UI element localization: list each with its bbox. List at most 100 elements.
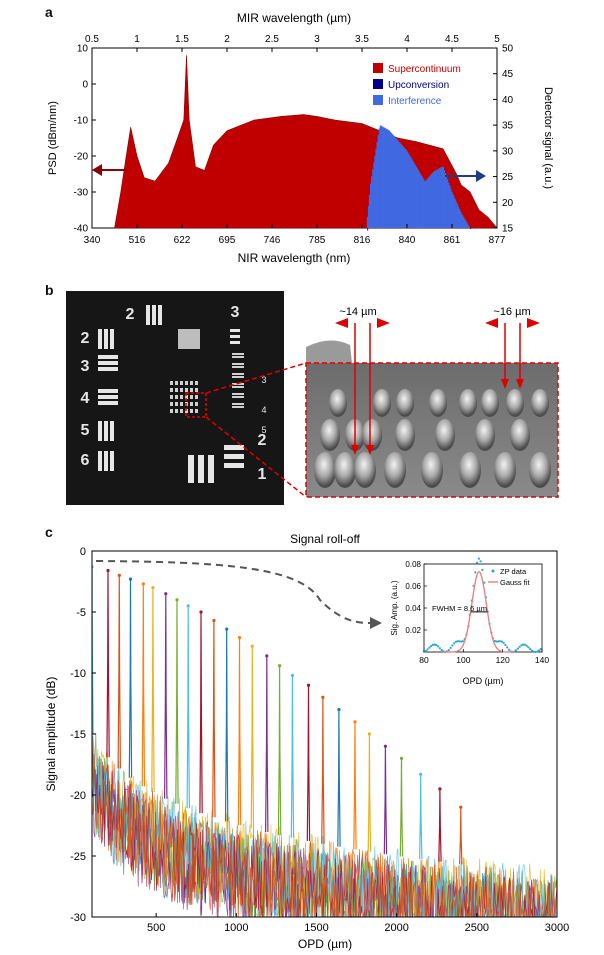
- target-mini-bar: [232, 356, 244, 358]
- rolloff-peak-point: [383, 744, 387, 748]
- target-bar: [198, 455, 204, 483]
- right-axis-tick-label: 15: [502, 224, 514, 235]
- target-number: 2: [258, 432, 267, 449]
- inset-y-tick-label: 0.02: [405, 626, 421, 635]
- inset-x-tick-label: 100: [456, 655, 470, 665]
- inset-y-label: Sig. Amp. (a.u.): [390, 580, 399, 635]
- zoom-box-large: [305, 362, 559, 498]
- surface-bump: [510, 419, 530, 451]
- rolloff-peak-point: [290, 673, 294, 677]
- target-number: 6: [81, 452, 90, 469]
- chart-c-title: Signal roll-off: [290, 532, 360, 546]
- panel-b-letter: b: [45, 282, 54, 298]
- top-axis-tick-label: 1: [134, 34, 140, 45]
- surface-bump: [395, 419, 415, 451]
- top-axis-tick-label: 1.5: [175, 34, 189, 45]
- y-axis-label-c: Signal amplitude (dB): [44, 677, 58, 792]
- inset-zp-point: [504, 643, 507, 647]
- target-micro-bar: [170, 395, 173, 399]
- rolloff-peak-point: [367, 732, 371, 736]
- left-axis-tick-label: -20: [74, 152, 89, 163]
- surface-bump: [506, 389, 524, 417]
- target-bar: [224, 463, 244, 468]
- plot-a-area: [114, 55, 498, 231]
- y-tick-label-c: -25: [70, 851, 86, 863]
- target-bar: [98, 355, 118, 359]
- target-bar: [224, 454, 244, 459]
- inset-zp-point: [435, 644, 438, 647]
- target-micro-bar: [190, 388, 193, 392]
- plot-a-axes: 0.5 1 1.5 2 2.5 3 3.5 4 4.5 5 340 516 622 695 746 785 81…: [74, 34, 514, 246]
- target-bar: [188, 455, 194, 483]
- target-micro-bar: [180, 395, 183, 399]
- inset-legend-gauss: Gauss fit: [500, 578, 531, 587]
- rolloff-peak-point: [106, 568, 110, 573]
- target-mini-bar: [232, 386, 244, 388]
- inset-chart: 80 100 120 140 0.08 0.06 0.04 0.02 OPD (µm) Sig…: [390, 557, 549, 686]
- inset-zp-point: [539, 647, 542, 651]
- left-axis-tick-label: 0: [82, 80, 88, 91]
- measure-label-14: ~14 µm: [339, 306, 376, 318]
- right-axis-tick-label: 45: [502, 69, 514, 80]
- inset-zp-point: [438, 647, 441, 650]
- measure-label-16: ~16 µm: [493, 306, 530, 318]
- surface-3d-image: [305, 340, 559, 498]
- rolloff-arrow: [95, 560, 371, 624]
- inset-zp-point: [538, 649, 541, 652]
- zoom-box-small: [185, 392, 207, 418]
- target-bar: [110, 421, 114, 441]
- target-number-small: 3: [261, 375, 266, 385]
- target-micro-bar: [180, 402, 183, 406]
- x-tick-label-c: 2000: [384, 922, 408, 934]
- target-bar: [110, 451, 114, 471]
- target-number: 1: [258, 466, 267, 483]
- target-micro-bar: [190, 409, 193, 413]
- inset-zp-point: [514, 649, 518, 652]
- inset-zp-point: [530, 649, 534, 652]
- surface-bump: [320, 419, 340, 451]
- target-square: [178, 329, 200, 349]
- surface-bump: [334, 452, 356, 488]
- inset-zp-point: [534, 650, 537, 654]
- target-micro-bar: [180, 409, 183, 413]
- y-tick-label-c: -30: [70, 912, 86, 924]
- target-mini-bar: [232, 366, 244, 368]
- inset-zp-point: [426, 648, 429, 651]
- target-bar: [158, 305, 162, 325]
- x-axis-label-a: NIR wavelength (nm): [238, 251, 351, 265]
- inset-x-tick-label: 80: [419, 655, 429, 665]
- target-bar: [98, 361, 118, 365]
- surface-bump: [384, 452, 406, 488]
- target-mini-bar: [232, 393, 244, 395]
- inset-zp-point: [458, 640, 461, 643]
- target-bar: [104, 451, 108, 471]
- inset-legend-zp: ZP data: [500, 567, 527, 576]
- plot-c-peaks: [92, 565, 463, 865]
- x-tick-label-c: 1500: [304, 922, 328, 934]
- inset-zp-point: [532, 650, 535, 653]
- target-micro-bar: [180, 388, 183, 392]
- inset-zp-point: [474, 571, 477, 574]
- right-axis-tick-label: 35: [502, 121, 514, 132]
- inset-zp-point: [431, 643, 434, 646]
- left-arrow-icon: [92, 164, 128, 176]
- surface-bump: [529, 452, 551, 488]
- target-bar: [104, 421, 108, 441]
- inset-zp-point: [449, 646, 452, 649]
- target-bar: [208, 455, 214, 483]
- legend-label-supercontinuum: Supercontinuum: [388, 64, 461, 75]
- target-micro-bar: [175, 388, 178, 392]
- rolloff-peak-point: [399, 756, 404, 760]
- target-number: 3: [231, 304, 240, 321]
- top-axis-tick-label: 5: [494, 34, 500, 45]
- target-bar: [230, 329, 240, 332]
- surface-bump: [329, 389, 347, 417]
- surface-bump: [373, 389, 391, 417]
- surface-bump: [459, 452, 481, 488]
- top-axis-tick-label: 4: [404, 34, 410, 45]
- inset-zp-point: [525, 644, 528, 647]
- rolloff-arrowhead-icon: [370, 617, 382, 629]
- inset-zp-point: [516, 647, 519, 650]
- inset-zp-point: [440, 648, 443, 652]
- panel-a-chart: 0.5 1 1.5 2 2.5 3 3.5 4 4.5 5 340 516 622 695 746 785 81…: [47, 11, 554, 265]
